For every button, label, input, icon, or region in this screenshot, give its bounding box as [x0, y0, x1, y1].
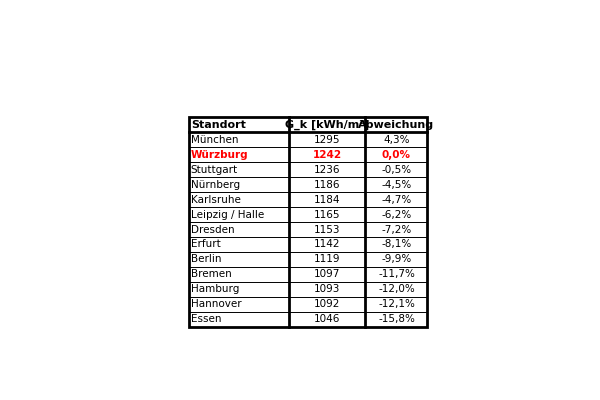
Text: 1119: 1119 — [314, 254, 341, 264]
Text: 1097: 1097 — [314, 269, 340, 279]
Text: Hannover: Hannover — [191, 299, 241, 309]
Text: G_k [kWh/m²]: G_k [kWh/m²] — [285, 120, 370, 130]
Text: Essen: Essen — [191, 314, 221, 324]
Text: 1236: 1236 — [314, 165, 341, 175]
Text: -8,1%: -8,1% — [382, 240, 412, 250]
Text: Stuttgart: Stuttgart — [191, 165, 238, 175]
Text: 1093: 1093 — [314, 284, 340, 294]
Text: Berlin: Berlin — [191, 254, 221, 264]
Text: Standort: Standort — [191, 120, 246, 130]
Text: 0,0%: 0,0% — [382, 150, 411, 160]
Text: Nürnberg: Nürnberg — [191, 180, 240, 190]
Text: 1046: 1046 — [314, 314, 340, 324]
Text: Hamburg: Hamburg — [191, 284, 239, 294]
Text: 1186: 1186 — [314, 180, 341, 190]
Text: 1142: 1142 — [314, 240, 341, 250]
Text: -0,5%: -0,5% — [382, 165, 412, 175]
Text: Karlsruhe: Karlsruhe — [191, 194, 241, 204]
Text: Erfurt: Erfurt — [191, 240, 221, 250]
Text: Abweichung: Abweichung — [358, 120, 434, 130]
Text: 1184: 1184 — [314, 194, 341, 204]
Text: -4,5%: -4,5% — [382, 180, 412, 190]
Text: 4,3%: 4,3% — [383, 135, 410, 145]
Text: 1165: 1165 — [314, 210, 341, 220]
Text: München: München — [191, 135, 238, 145]
Text: -12,0%: -12,0% — [378, 284, 415, 294]
Text: Leipzig / Halle: Leipzig / Halle — [191, 210, 264, 220]
Text: -4,7%: -4,7% — [382, 194, 412, 204]
Text: -7,2%: -7,2% — [382, 224, 412, 234]
Text: -9,9%: -9,9% — [382, 254, 412, 264]
Text: -15,8%: -15,8% — [378, 314, 415, 324]
Text: Würzburg: Würzburg — [191, 150, 248, 160]
Text: 1295: 1295 — [314, 135, 341, 145]
Text: 1153: 1153 — [314, 224, 341, 234]
Text: -11,7%: -11,7% — [378, 269, 415, 279]
Text: -12,1%: -12,1% — [378, 299, 415, 309]
Text: Dresden: Dresden — [191, 224, 235, 234]
Text: 1092: 1092 — [314, 299, 340, 309]
Text: -6,2%: -6,2% — [382, 210, 412, 220]
Text: Bremen: Bremen — [191, 269, 232, 279]
Text: 1242: 1242 — [313, 150, 342, 160]
